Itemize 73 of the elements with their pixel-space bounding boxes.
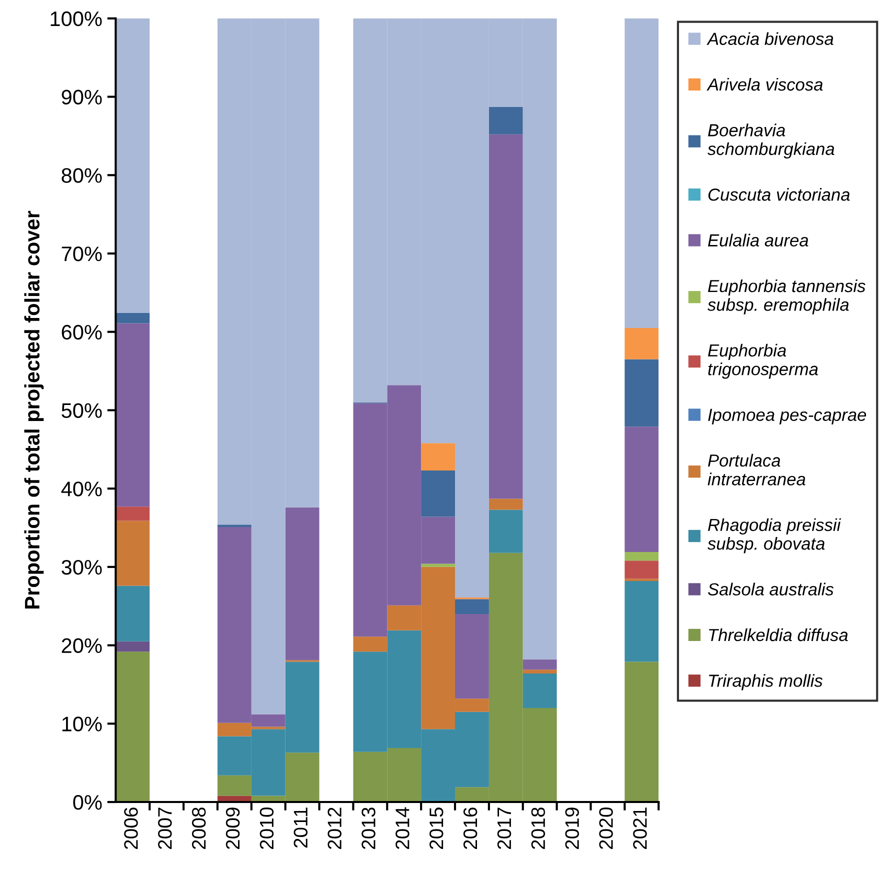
y-tick-label: 10% (62, 716, 102, 732)
y-tick-label: 60% (62, 324, 102, 340)
bar (116, 18, 150, 314)
x-tick-label: 2012 (328, 808, 342, 850)
x-tick-label: 2010 (260, 807, 274, 850)
legend-label: Boerhavia schomburgkiana (708, 124, 834, 159)
bar (116, 506, 150, 521)
x-tick-label: 2006 (124, 808, 138, 850)
bar (116, 641, 150, 652)
y-tick-label: 70% (62, 246, 102, 262)
x-tick-label: 2011 (294, 808, 308, 848)
bar (624, 662, 659, 802)
bar (624, 581, 659, 662)
x-tick-label: 2020 (599, 807, 613, 850)
bar (421, 470, 456, 517)
legend-label: Euphorbia tannensis subsp. eremophila (708, 279, 866, 314)
bar (522, 670, 557, 674)
x-tick-label: 2013 (362, 808, 376, 850)
y-tick-label: 30% (62, 560, 102, 575)
y-tick-label: 40% (61, 482, 102, 496)
legend-label: Portulaca intraterranea (708, 454, 806, 486)
bar (522, 674, 557, 708)
x-tick-label: 2021 (633, 808, 647, 850)
bar (624, 18, 659, 328)
bar (116, 520, 150, 586)
bar (488, 510, 523, 553)
legend-label: Acacia bivenosa (706, 32, 834, 46)
legend-label: Euphorbia trigonosperma (708, 344, 818, 379)
legend-label: Ipomoea pes-caprae (708, 408, 866, 424)
x-tick-label: 2018 (531, 808, 546, 850)
bar (285, 507, 320, 660)
x-tick-label: 2009 (226, 808, 240, 850)
bar (421, 443, 456, 471)
bar (488, 106, 523, 134)
legend-label: Salsola australis (708, 582, 834, 596)
y-tick-label: 0% (73, 795, 102, 810)
y-tick-label: 20% (62, 638, 102, 654)
legend-label: Cuscuta victoriana (708, 188, 850, 201)
legend-label: Rhagodia preissii subsp. obovata (708, 518, 842, 554)
legend-label: Arivela viscosa (706, 78, 823, 91)
legend-label: Eulalia aurea (708, 234, 808, 246)
legend-label: Triraphis mollis (709, 674, 823, 690)
bar (116, 652, 150, 802)
x-tick-label: 2019 (565, 808, 579, 850)
y-tick-label: 90% (62, 90, 102, 105)
y-tick-label: 50% (62, 403, 102, 418)
bar (353, 636, 388, 652)
bar (522, 659, 557, 670)
bar (488, 498, 523, 510)
bar (421, 564, 456, 567)
bar (624, 328, 659, 360)
y-tick-label: 100% (50, 11, 102, 26)
x-tick-label: 2016 (463, 808, 478, 850)
bar (217, 775, 252, 796)
legend-label: Threlkeldia diffusa (709, 628, 848, 642)
bar (455, 614, 489, 699)
bar (488, 134, 523, 499)
y-axis-title: Proportion of total projected foliar cover (24, 210, 44, 608)
bar (624, 359, 659, 427)
bar (116, 313, 150, 324)
x-tick-label: 2008 (192, 808, 206, 850)
bar (624, 552, 659, 561)
x-tick-label: 2007 (158, 808, 172, 850)
bar (624, 578, 659, 582)
bar (624, 560, 659, 579)
x-tick-label: 2015 (429, 808, 444, 850)
x-tick-label: 2014 (396, 807, 410, 850)
bar (116, 586, 150, 642)
bar (624, 426, 659, 552)
x-tick-label: 2017 (497, 808, 512, 850)
bar (116, 323, 150, 507)
bar (455, 599, 489, 614)
y-tick-label: 80% (62, 168, 102, 183)
